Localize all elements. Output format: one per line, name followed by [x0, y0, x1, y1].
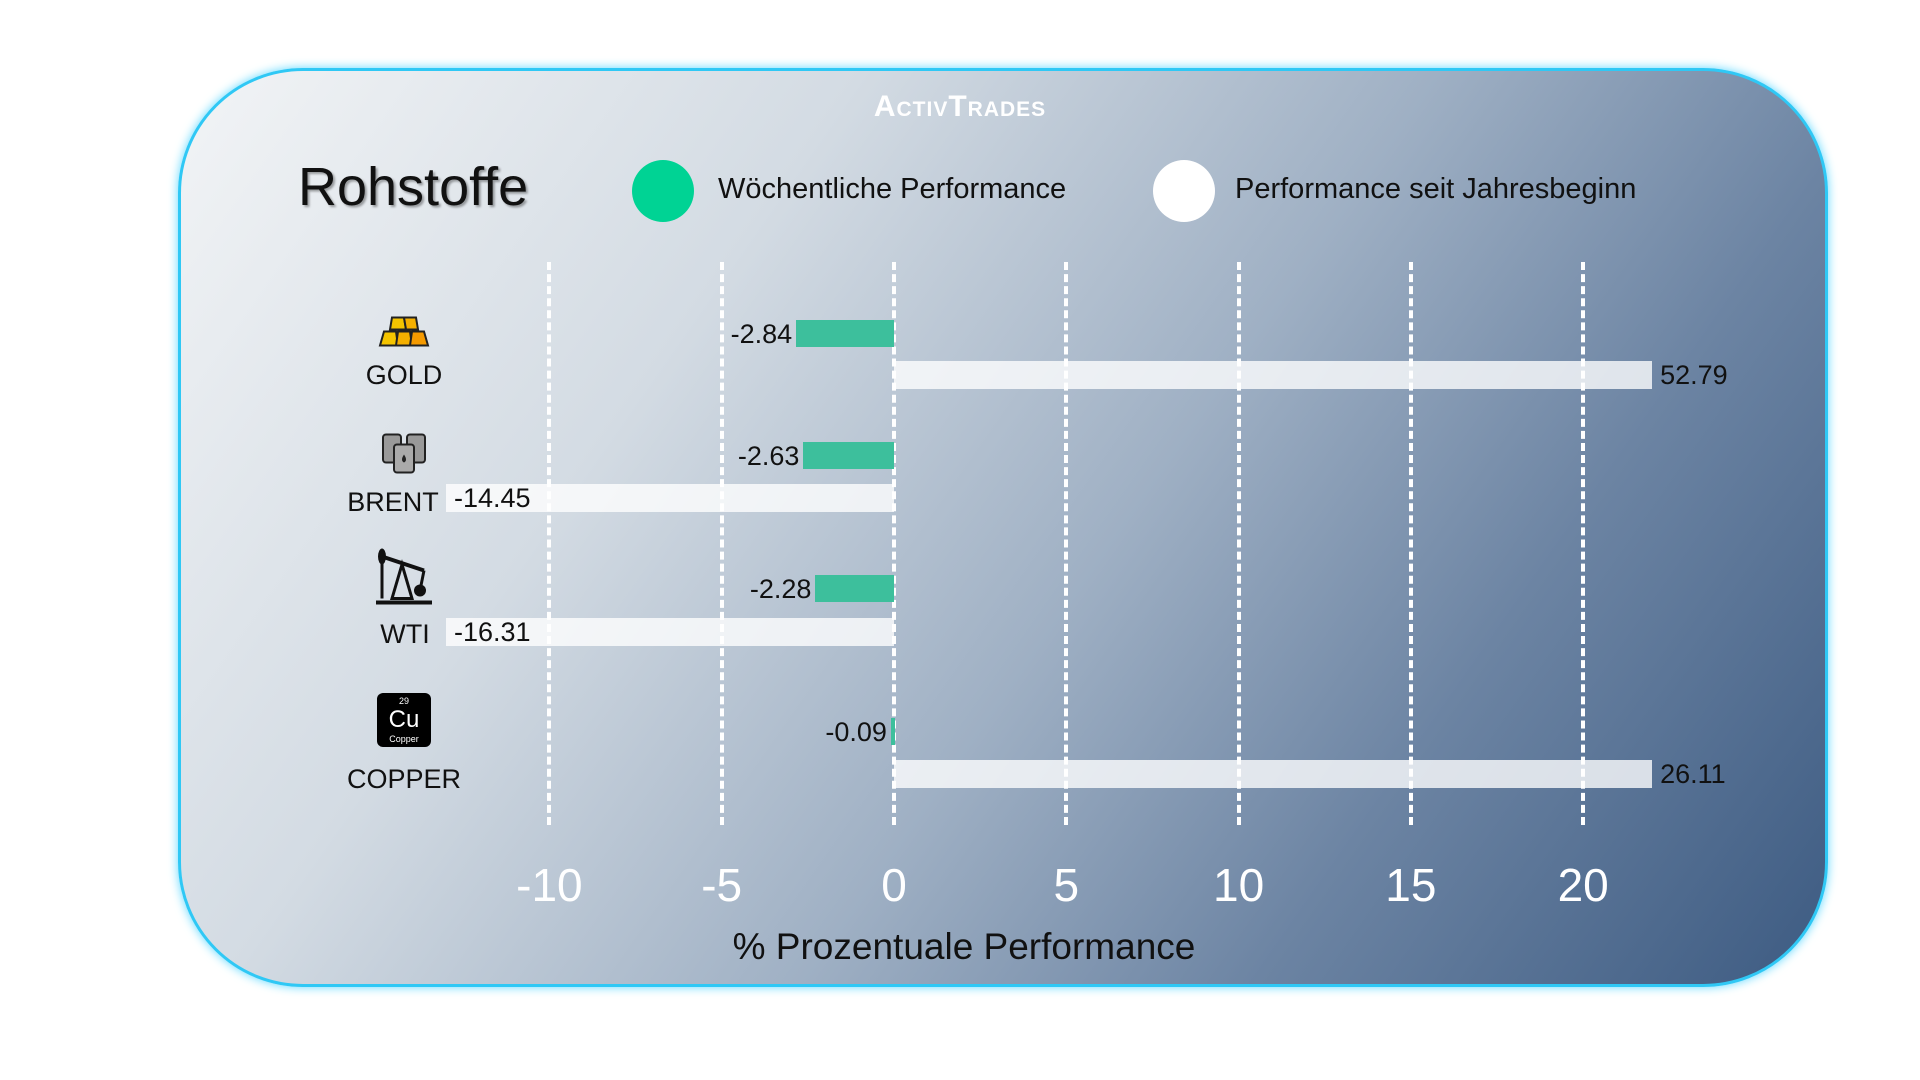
x-tick-label: -10	[516, 859, 583, 911]
ytd-value-label: 52.79	[1660, 360, 1728, 390]
ytd-value-label: -16.31	[454, 617, 531, 647]
oil-pumpjack-icon	[374, 547, 434, 612]
gridline	[547, 262, 552, 825]
x-tick-label: 20	[1557, 859, 1609, 911]
weekly-performance-bar	[890, 718, 895, 745]
category-label: COPPER	[346, 764, 462, 794]
weekly-value-label: -2.28	[749, 574, 812, 604]
copper-atomic-number: 29	[398, 696, 409, 706]
weekly-value-label: -2.63	[737, 441, 800, 471]
x-tick-label: 15	[1385, 859, 1437, 911]
chart-title: Rohstoffe	[298, 157, 529, 217]
copper-name: Copper	[389, 734, 419, 744]
ytd-value-label: 26.11	[1660, 759, 1726, 789]
ytd-performance-bar	[446, 484, 894, 512]
category-label: BRENT	[347, 487, 439, 517]
gridline	[892, 262, 896, 825]
weekly-value-label: -2.84	[730, 319, 793, 349]
gridline	[1236, 262, 1241, 825]
x-tick-label: -5	[701, 859, 743, 911]
legend-label-ytd: Performance seit Jahresbeginn	[1235, 173, 1637, 205]
ytd-performance-bar	[894, 760, 1653, 788]
chart-card	[178, 68, 1828, 987]
ytd-value-label: -14.45	[454, 483, 531, 513]
copper-symbol: Cu	[388, 706, 420, 733]
x-axis-label: % Prozentuale Performance	[732, 926, 1196, 967]
gold-bars-icon	[378, 316, 430, 355]
gridline	[719, 262, 724, 825]
weekly-performance-bar	[796, 320, 894, 347]
weekly-performance-bar	[815, 575, 894, 602]
ytd-performance-bar	[446, 618, 894, 646]
gridline	[1064, 262, 1069, 825]
legend-swatch-weekly	[632, 160, 694, 222]
x-tick-label: 0	[881, 859, 907, 911]
ytd-performance-bar	[894, 361, 1653, 389]
weekly-performance-bar	[803, 442, 894, 469]
gridline	[1408, 262, 1413, 825]
weekly-value-label: -0.09	[825, 717, 887, 747]
activtrades-logo: ActivTrades	[873, 90, 1047, 123]
oil-barrels-icon	[379, 431, 429, 480]
legend-label-weekly: Wöchentliche Performance	[718, 173, 1067, 205]
legend-swatch-ytd	[1153, 160, 1215, 222]
category-label: GOLD	[365, 360, 443, 390]
gridline	[1581, 262, 1586, 825]
x-tick-label: 5	[1053, 859, 1080, 911]
category-label: WTI	[380, 619, 430, 649]
copper-element-icon: 29 Cu Copper	[377, 693, 431, 747]
x-tick-label: 10	[1213, 859, 1265, 911]
